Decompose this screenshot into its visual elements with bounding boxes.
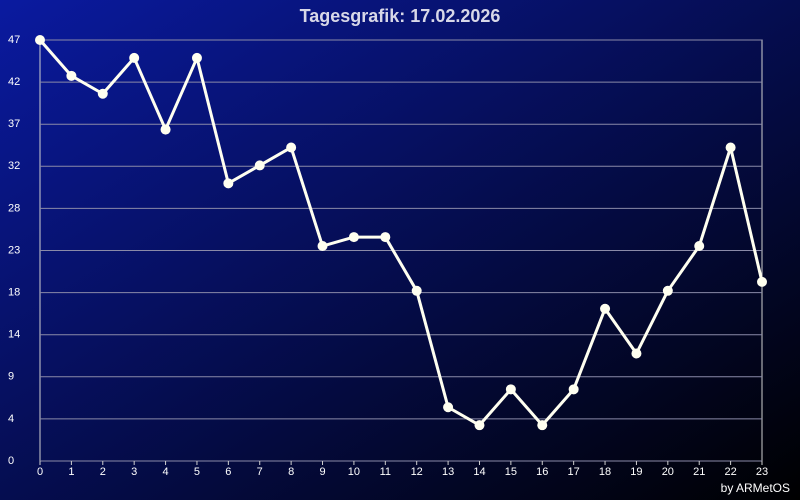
chart-title: Tagesgrafik: 17.02.2026 xyxy=(300,6,501,26)
y-tick-label: 28 xyxy=(8,202,20,214)
data-point xyxy=(35,35,45,45)
y-tick-label: 4 xyxy=(8,413,14,425)
x-tick-label: 18 xyxy=(599,466,611,478)
x-tick-label: 0 xyxy=(37,466,43,478)
data-point xyxy=(662,285,673,296)
data-point xyxy=(223,178,234,189)
x-tick-label: 9 xyxy=(319,466,325,478)
x-tick-label: 1 xyxy=(68,466,74,478)
data-point xyxy=(129,52,140,63)
data-point xyxy=(474,420,485,431)
data-point xyxy=(505,384,516,395)
data-point xyxy=(568,384,579,395)
data-point xyxy=(191,52,202,63)
x-tick-label: 22 xyxy=(724,466,736,478)
data-point xyxy=(757,276,767,287)
y-tick-label: 42 xyxy=(8,76,20,88)
data-point xyxy=(600,303,611,314)
x-tick-label: 8 xyxy=(288,466,294,478)
data-point xyxy=(66,70,77,81)
x-tick-label: 10 xyxy=(348,466,360,478)
data-point xyxy=(160,124,171,135)
x-tick-label: 17 xyxy=(568,466,580,478)
x-tick-label: 11 xyxy=(380,466,391,478)
data-point xyxy=(97,88,108,99)
x-tick-label: 7 xyxy=(257,466,263,478)
y-tick-label: 0 xyxy=(8,455,14,467)
x-tick-label: 6 xyxy=(225,466,231,478)
y-tick-label: 18 xyxy=(8,287,20,299)
x-tick-label: 15 xyxy=(505,466,517,478)
x-tick-label: 23 xyxy=(756,466,768,478)
data-point xyxy=(411,285,422,296)
data-point xyxy=(537,420,548,431)
data-point xyxy=(286,142,297,153)
x-tick-label: 21 xyxy=(693,466,705,478)
x-tick-label: 5 xyxy=(194,466,200,478)
y-tick-label: 14 xyxy=(8,329,20,341)
x-tick-label: 2 xyxy=(100,466,106,478)
y-tick-label: 23 xyxy=(8,244,20,256)
data-point xyxy=(348,232,359,243)
x-tick-label: 19 xyxy=(630,466,642,478)
x-tick-label: 13 xyxy=(442,466,454,478)
y-tick-label: 32 xyxy=(8,160,20,172)
data-point xyxy=(380,232,391,243)
footer: by ARMetOS xyxy=(721,481,790,495)
x-tick-label: 4 xyxy=(163,466,169,478)
data-point xyxy=(631,348,642,359)
data-point xyxy=(694,241,705,252)
data-point xyxy=(254,160,265,171)
x-tick-label: 3 xyxy=(131,466,137,478)
x-tick-label: 14 xyxy=(473,466,485,478)
y-tick-label: 47 xyxy=(8,34,20,46)
x-tick-label: 20 xyxy=(662,466,674,478)
data-line xyxy=(38,39,764,427)
y-tick-label: 37 xyxy=(8,118,20,130)
x-tick-label: 12 xyxy=(411,466,423,478)
data-point xyxy=(443,402,454,413)
data-point xyxy=(725,142,736,153)
x-tick-label: 16 xyxy=(536,466,548,478)
y-tick-label: 9 xyxy=(8,371,14,383)
data-point xyxy=(317,241,328,252)
